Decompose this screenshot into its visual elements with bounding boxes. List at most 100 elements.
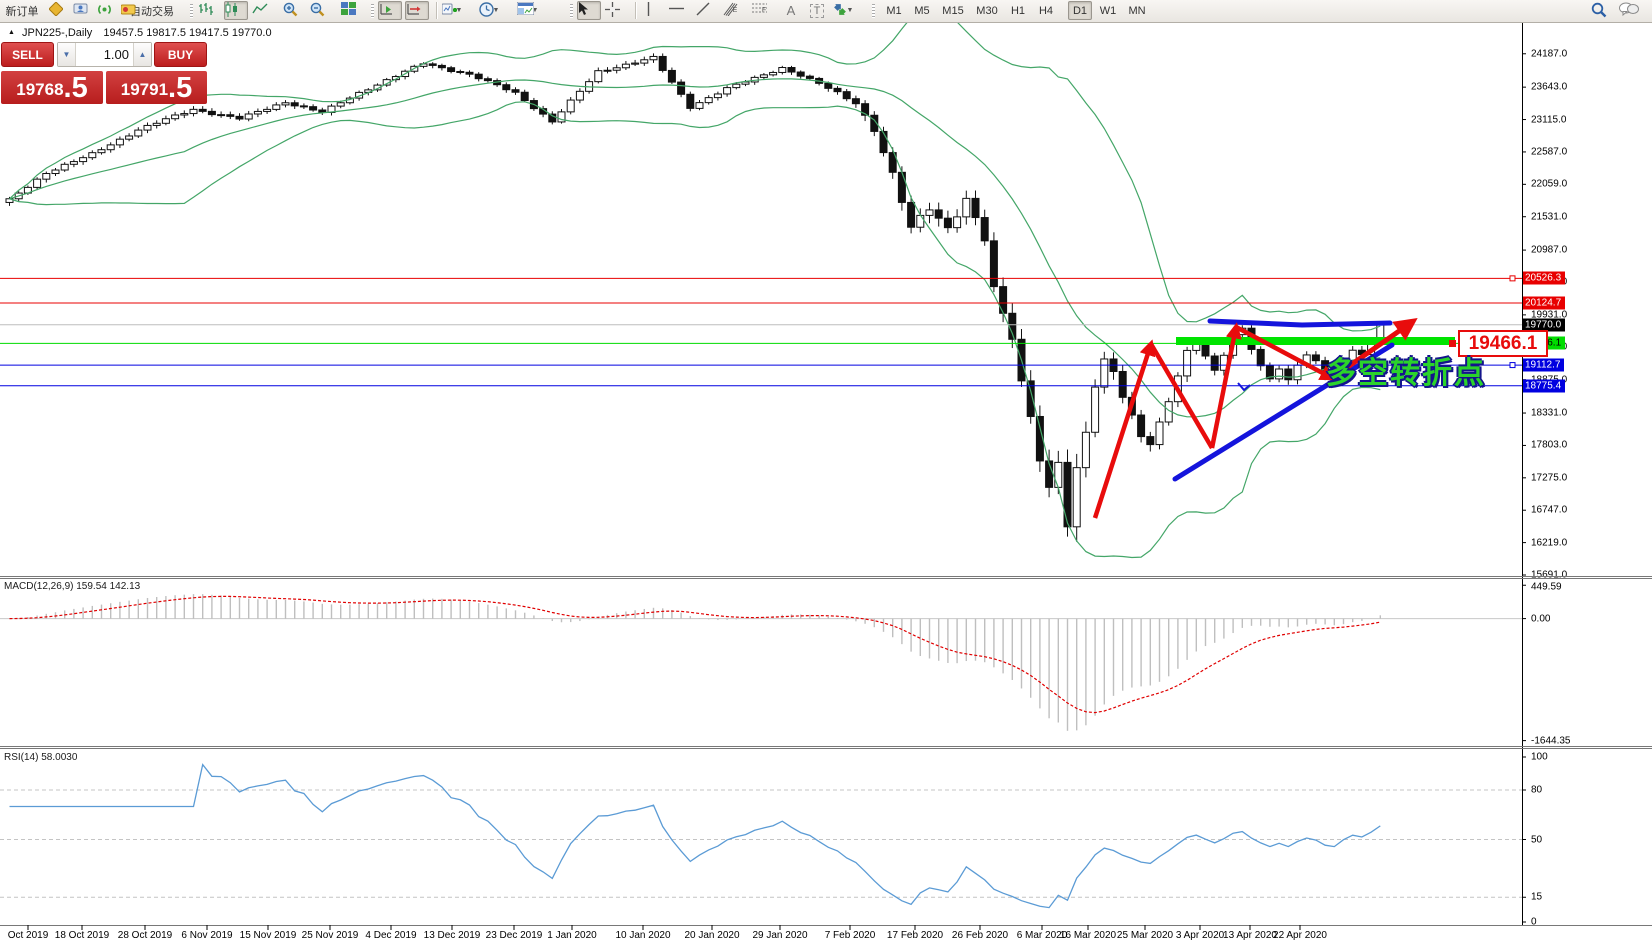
red-arrow-segment[interactable] — [1209, 322, 1242, 449]
date-axis-label[interactable]: 17 Feb 2020 — [886, 930, 944, 941]
buy-button[interactable]: BUY — [154, 42, 207, 67]
chevron-down-icon: ▼ — [492, 7, 500, 14]
red-arrow-segment[interactable] — [1092, 339, 1156, 519]
toolbar-gripper — [371, 4, 374, 18]
volume-stepper[interactable]: ▼ 1.00 ▲ — [57, 42, 152, 67]
red-arrow-segment[interactable] — [1234, 325, 1337, 381]
volume-increase-button[interactable]: ▲ — [133, 43, 151, 66]
date-axis-label[interactable]: 3 Apr 2020 — [1175, 930, 1225, 941]
text-label-tool-icon[interactable]: T — [805, 1, 829, 20]
text-tool-icon[interactable]: A — [780, 1, 802, 20]
candlestick-series — [5, 53, 1385, 542]
new-order-button[interactable]: 新订单 — [0, 1, 44, 20]
horizontal-line-tool-icon[interactable] — [668, 1, 692, 20]
add-indicator-button[interactable]: ▼ — [441, 1, 475, 20]
trendline-tool-icon[interactable] — [695, 1, 719, 20]
price-axis-tick: 15691.0 — [1531, 569, 1568, 581]
date-axis-label[interactable]: 23 Dec 2019 — [485, 930, 543, 941]
one-click-trading-panel: SELL ▼ 1.00 ▲ BUY 19768.5 19791.5 — [1, 42, 207, 104]
chart-shift-icon[interactable] — [405, 1, 429, 20]
blue-resistance-line[interactable] — [1207, 318, 1393, 328]
sell-button[interactable]: SELL — [1, 42, 54, 67]
date-axis-label[interactable]: 6 Nov 2019 — [181, 930, 233, 941]
new-order-label: 新订单 — [5, 5, 39, 18]
rsi-axis-tick: 80 — [1531, 784, 1543, 796]
market-icon[interactable] — [48, 1, 70, 20]
red-arrow-segment[interactable] — [1330, 318, 1418, 381]
date-axis-label[interactable]: 20 Jan 2020 — [684, 930, 740, 941]
chevron-down-icon: ▼ — [846, 7, 854, 14]
timeframe-mn[interactable]: MN — [1128, 4, 1146, 17]
date-axis-label[interactable]: 25 Mar 2020 — [1116, 930, 1174, 941]
zoom-out-icon[interactable] — [309, 1, 333, 20]
date-axis-label[interactable]: 22 Apr 2020 — [1273, 930, 1327, 941]
price-axis-tick: 19931.0 — [1531, 309, 1568, 321]
date-axis-label[interactable]: 25 Nov 2019 — [301, 930, 359, 941]
cursor-tool-icon[interactable] — [577, 1, 601, 20]
buy-price-panel[interactable]: 19791.5 — [106, 71, 207, 104]
bar-chart-type-icon[interactable] — [197, 1, 221, 20]
date-axis-label[interactable]: 15 Nov 2019 — [239, 930, 297, 941]
volume-decrease-button[interactable]: ▼ — [58, 43, 76, 66]
timeframe-d1[interactable]: D1 — [1068, 1, 1092, 20]
rsi-axis-tick: 100 — [1531, 751, 1548, 763]
date-axis-label[interactable]: 7 Feb 2020 — [824, 930, 876, 941]
tile-windows-icon[interactable] — [340, 1, 364, 20]
date-axis-label[interactable]: 18 Oct 2019 — [54, 930, 110, 941]
date-axis-label[interactable]: 13 Dec 2019 — [423, 930, 481, 941]
green-zone-band[interactable] — [1176, 337, 1455, 345]
hline-anchor[interactable] — [1509, 275, 1516, 282]
blue-trend-line[interactable] — [1172, 342, 1395, 482]
timeframe-h1[interactable]: H1 — [1010, 4, 1026, 17]
price-annotation-box[interactable]: 19466.1 — [1458, 330, 1548, 357]
price-axis-tick: 20987.0 — [1531, 244, 1568, 256]
arrows-tool-button[interactable]: ▼ — [832, 1, 866, 20]
price-axis-tick: 22059.0 — [1531, 178, 1568, 190]
candlestick-chart-type-icon[interactable] — [224, 1, 248, 20]
rsi-axis-tick: 0 — [1531, 916, 1537, 928]
chat-icon[interactable] — [1618, 1, 1646, 20]
macd-axis-tick: 449.59 — [1531, 581, 1562, 593]
timeframe-m30[interactable]: M30 — [976, 4, 998, 17]
date-axis-label[interactable]: 29 Jan 2020 — [752, 930, 808, 941]
timeframe-m5[interactable]: M5 — [914, 4, 930, 17]
red-arrow-segment[interactable] — [1149, 342, 1214, 450]
fibonacci-tool-icon[interactable]: F — [751, 1, 777, 20]
toolbar-gripper — [570, 4, 573, 18]
timeframe-m15[interactable]: M15 — [942, 4, 964, 17]
signals-icon[interactable] — [96, 1, 118, 20]
date-axis-label[interactable]: 6 Mar 2020 — [1016, 930, 1068, 941]
volume-value[interactable]: 1.00 — [103, 47, 129, 62]
bollinger-middle-band — [9, 78, 1381, 418]
line-chart-type-icon[interactable] — [251, 1, 275, 20]
text-tool-label: A — [786, 3, 796, 18]
main-chart-area[interactable] — [0, 13, 1522, 559]
date-axis-label[interactable]: 4 Dec 2019 — [365, 930, 417, 941]
search-icon[interactable] — [1590, 1, 1614, 20]
zoom-in-icon[interactable] — [282, 1, 306, 20]
timeframe-h4[interactable]: H4 — [1038, 4, 1054, 17]
date-axis-label[interactable]: 16 Mar 2020 — [1059, 930, 1117, 941]
hline-anchor[interactable] — [1509, 362, 1516, 369]
date-axis-label[interactable]: 13 Apr 2020 — [1223, 930, 1277, 941]
auto-trading-button[interactable]: 自动交易 — [120, 1, 184, 20]
price-axis-tick: 16747.0 — [1531, 504, 1568, 516]
timeframe-m1[interactable]: M1 — [886, 4, 902, 17]
crosshair-tool-icon[interactable] — [604, 1, 628, 20]
date-axis-label[interactable]: Oct 2019 — [7, 930, 49, 941]
date-axis-label[interactable]: 28 Oct 2019 — [117, 930, 173, 941]
period-clock-button[interactable]: ▼ — [478, 1, 512, 20]
auto-scroll-icon[interactable] — [378, 1, 402, 20]
vertical-line-tool-icon[interactable] — [641, 1, 665, 20]
date-axis-label[interactable]: 26 Feb 2020 — [951, 930, 1009, 941]
date-axis-label[interactable]: 1 Jan 2020 — [547, 930, 597, 941]
vps-icon[interactable] — [72, 1, 94, 20]
cn-annotation-text[interactable]: 多空转折点 — [1326, 357, 1486, 390]
timeframe-w1[interactable]: W1 — [1099, 4, 1117, 17]
label-tool-label: T — [809, 3, 825, 18]
sell-price-panel[interactable]: 19768.5 — [1, 71, 103, 104]
chart-template-button[interactable]: ▼ — [516, 1, 552, 20]
date-axis-label[interactable]: 10 Jan 2020 — [615, 930, 671, 941]
equidistant-channel-tool-icon[interactable]: E — [722, 1, 748, 20]
